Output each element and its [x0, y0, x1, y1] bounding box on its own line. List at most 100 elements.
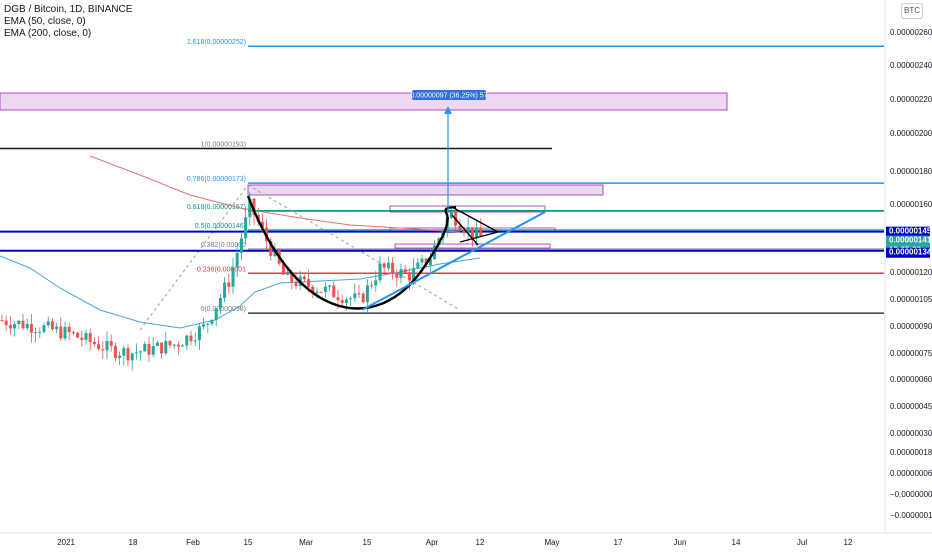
candle-body[interactable]: [71, 332, 75, 334]
candle-body[interactable]: [340, 300, 344, 303]
candle-body[interactable]: [281, 263, 285, 275]
candle-body[interactable]: [147, 343, 151, 355]
candle-body[interactable]: [311, 286, 315, 294]
candle-body[interactable]: [46, 321, 50, 326]
candle-body[interactable]: [235, 252, 239, 268]
candle-body[interactable]: [315, 291, 319, 294]
candle-body[interactable]: [307, 279, 311, 287]
candle-body[interactable]: [67, 326, 71, 333]
candle-body[interactable]: [210, 319, 214, 324]
candle-body[interactable]: [122, 348, 126, 356]
candle-body[interactable]: [361, 293, 365, 303]
candle-body[interactable]: [92, 341, 96, 345]
candle-body[interactable]: [126, 348, 130, 361]
price-tag-134[interactable]: 0.00000134: [889, 248, 932, 257]
candle-body[interactable]: [59, 326, 63, 339]
candle-body[interactable]: [428, 259, 432, 265]
candle-body[interactable]: [286, 272, 290, 275]
candle-body[interactable]: [336, 297, 340, 301]
candle-body[interactable]: [458, 225, 462, 230]
candle-body[interactable]: [42, 325, 46, 332]
candle-body[interactable]: [113, 345, 117, 358]
candle-body[interactable]: [34, 332, 38, 334]
candle-body[interactable]: [50, 321, 54, 330]
target-zone[interactable]: [0, 92, 728, 111]
candle-body[interactable]: [84, 333, 88, 340]
candle-body[interactable]: [202, 324, 206, 327]
candle-body[interactable]: [391, 262, 395, 274]
candle-body[interactable]: [155, 342, 159, 347]
candle-body[interactable]: [273, 250, 277, 256]
candle-body[interactable]: [176, 344, 180, 347]
candle-body[interactable]: [319, 291, 323, 293]
candle-body[interactable]: [231, 267, 235, 287]
candle-body[interactable]: [206, 323, 210, 325]
candle-body[interactable]: [449, 211, 453, 218]
candle-body[interactable]: [8, 325, 12, 329]
candle-body[interactable]: [244, 217, 248, 239]
candle-body[interactable]: [29, 323, 33, 333]
ema200-line[interactable]: [89, 155, 461, 233]
ema200-legend[interactable]: EMA (200, close, 0): [4, 28, 92, 39]
candle-body[interactable]: [302, 276, 306, 280]
candle-body[interactable]: [197, 326, 201, 341]
candle-body[interactable]: [151, 346, 155, 355]
symbol-title[interactable]: DGB / Bitcoin, 1D, BINANCE: [4, 4, 133, 15]
candle-body[interactable]: [25, 323, 29, 329]
candle-body[interactable]: [365, 285, 369, 303]
candle-body[interactable]: [382, 263, 386, 268]
candle-body[interactable]: [239, 238, 243, 253]
flag-line-bottom[interactable]: [451, 214, 479, 246]
candle-body[interactable]: [294, 282, 298, 286]
candle-body[interactable]: [17, 320, 21, 324]
candle-body[interactable]: [223, 282, 227, 299]
flag-line-top[interactable]: [451, 206, 499, 233]
candle-body[interactable]: [13, 323, 17, 329]
candle-body[interactable]: [349, 298, 353, 300]
candle-body[interactable]: [290, 272, 294, 283]
candle-body[interactable]: [374, 280, 378, 286]
candle-body[interactable]: [63, 326, 67, 339]
resistance-zone[interactable]: [247, 184, 604, 196]
candle-body[interactable]: [328, 285, 332, 287]
candle-body[interactable]: [323, 286, 327, 292]
candle-body[interactable]: [118, 355, 122, 358]
candle-body[interactable]: [139, 351, 143, 353]
candle-body[interactable]: [218, 298, 222, 309]
candle-body[interactable]: [130, 353, 134, 361]
candle-body[interactable]: [189, 335, 193, 342]
candle-body[interactable]: [38, 331, 42, 333]
candle-body[interactable]: [227, 282, 231, 287]
candle-body[interactable]: [395, 273, 399, 278]
uptrend-line[interactable]: [361, 211, 546, 311]
candle-body[interactable]: [399, 269, 403, 278]
candle-body[interactable]: [357, 293, 361, 295]
candle-body[interactable]: [109, 341, 113, 346]
candle-body[interactable]: [0, 320, 4, 322]
candle-body[interactable]: [353, 293, 357, 299]
candle-body[interactable]: [470, 227, 474, 239]
candle-body[interactable]: [134, 352, 138, 354]
candle-body[interactable]: [332, 285, 336, 298]
candle-body[interactable]: [403, 269, 407, 273]
candle-body[interactable]: [105, 341, 109, 351]
ema50-legend[interactable]: EMA (50, close, 0): [4, 16, 86, 27]
candle-body[interactable]: [160, 342, 164, 354]
candle-body[interactable]: [97, 344, 101, 350]
candle-body[interactable]: [143, 343, 147, 352]
candle-body[interactable]: [475, 227, 479, 239]
candle-body[interactable]: [466, 227, 470, 233]
candle-body[interactable]: [420, 258, 424, 263]
candle-body[interactable]: [4, 320, 8, 326]
currency-badge[interactable]: BTC: [901, 3, 923, 19]
candle-body[interactable]: [252, 198, 256, 215]
candle-body[interactable]: [55, 326, 59, 330]
candle-body[interactable]: [193, 340, 197, 342]
candle-body[interactable]: [344, 299, 348, 303]
candle-body[interactable]: [164, 340, 168, 354]
candle-body[interactable]: [168, 340, 172, 346]
candle-body[interactable]: [370, 285, 374, 287]
candle-body[interactable]: [378, 263, 382, 281]
